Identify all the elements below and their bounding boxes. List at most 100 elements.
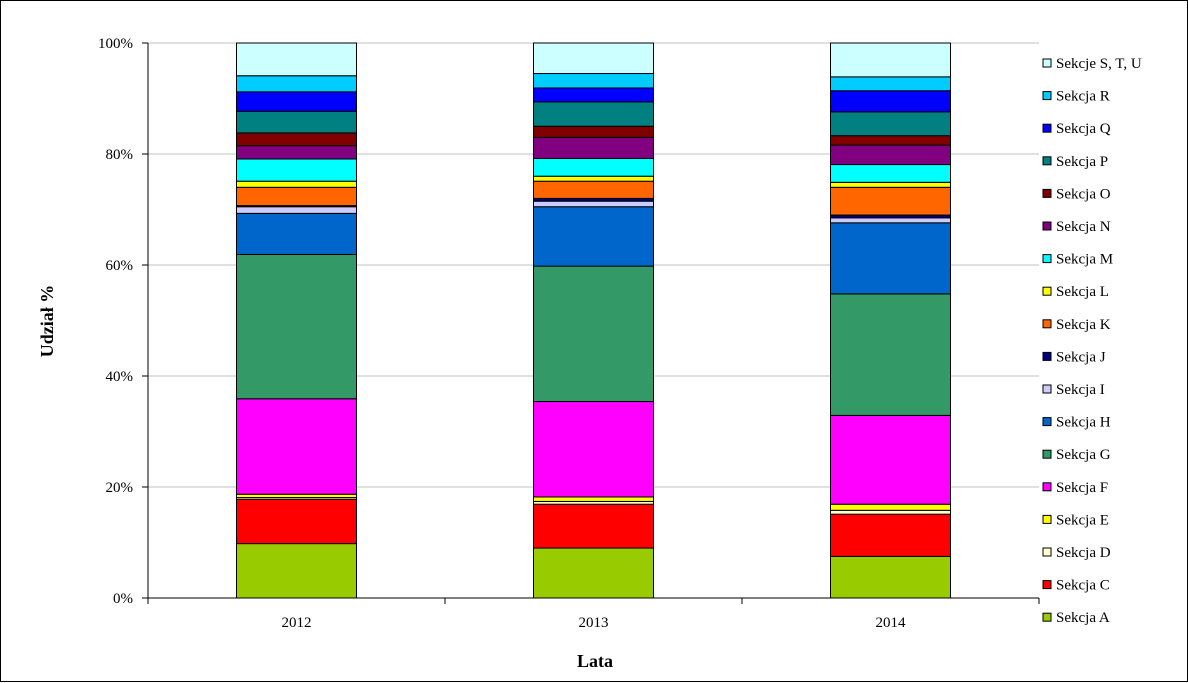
- legend-label: Sekcja R: [1056, 89, 1110, 105]
- legend-label: Sekcja J: [1056, 349, 1106, 365]
- legend-swatch: [1042, 384, 1052, 394]
- bar-segment: [236, 398, 357, 495]
- bar-segment: [830, 509, 951, 515]
- legend-label: Sekcja M: [1056, 252, 1113, 268]
- bar-segment: [533, 125, 654, 138]
- legend-label: Sekcja Q: [1056, 121, 1111, 137]
- bar-segment: [236, 186, 357, 207]
- legend-label: Sekcja G: [1056, 447, 1111, 463]
- bar-segment: [533, 101, 654, 127]
- bar-segment: [236, 212, 357, 255]
- bar-segment: [830, 164, 951, 183]
- legend-label: Sekcje S, T, U: [1056, 56, 1142, 72]
- bar-segment: [830, 293, 951, 416]
- bar-segment: [533, 401, 654, 498]
- legend-swatch: [1042, 58, 1052, 68]
- legend-label: Sekcja E: [1056, 512, 1109, 528]
- bar-segment: [830, 503, 951, 511]
- legend-swatch: [1042, 188, 1052, 198]
- legend-swatch: [1042, 91, 1052, 101]
- bar-segment: [830, 513, 951, 557]
- bar-segment: [830, 186, 951, 216]
- y-tick-label: 40%: [106, 369, 134, 385]
- legend-swatch: [1042, 319, 1052, 329]
- legend-label: Sekcja H: [1056, 415, 1111, 431]
- bar-segment: [830, 76, 951, 92]
- bar-segment: [533, 87, 654, 103]
- legend-label: Sekcja L: [1056, 284, 1109, 300]
- x-tick-label: 2012: [282, 615, 312, 631]
- bar-segment: [830, 90, 951, 113]
- bar-segment: [236, 145, 357, 160]
- x-tick-label: 2014: [876, 615, 907, 631]
- bar-segment: [830, 555, 951, 599]
- bar-segment: [236, 543, 357, 599]
- bar-segment: [533, 136, 654, 159]
- y-tick-label: 80%: [106, 147, 134, 163]
- legend-swatch: [1042, 514, 1052, 524]
- legend-label: Sekcja F: [1056, 480, 1108, 496]
- bar-segment: [830, 414, 951, 505]
- legend-swatch: [1042, 254, 1052, 264]
- bar-segment: [533, 180, 654, 199]
- x-tick-label: 2013: [579, 615, 609, 631]
- bar-segment: [533, 200, 654, 208]
- x-axis-title: Lata: [577, 651, 613, 671]
- bar-segment: [236, 206, 357, 214]
- bar-segment: [533, 206, 654, 267]
- bar-segment: [533, 496, 654, 502]
- legend-swatch: [1042, 449, 1052, 459]
- legend-label: Sekcja K: [1056, 317, 1111, 333]
- legend-swatch: [1042, 482, 1052, 492]
- bar-segment: [236, 132, 357, 147]
- legend-label: Sekcja P: [1056, 154, 1108, 170]
- bar-segment: [830, 135, 951, 146]
- y-tick-label: 0%: [113, 591, 133, 607]
- legend-swatch: [1042, 286, 1052, 296]
- bars: [236, 42, 951, 599]
- legend: Sekcje S, T, U Sekcja R Sekcja Q Sekcja P Se…: [1042, 56, 1142, 626]
- bar-segment: [236, 498, 357, 545]
- y-tick-label: 60%: [106, 258, 134, 274]
- bar-segment: [830, 181, 951, 188]
- bar-segment: [533, 42, 654, 75]
- y-tick-label: 100%: [98, 36, 133, 52]
- legend-swatch: [1042, 351, 1052, 361]
- bar-segment: [236, 110, 357, 134]
- bar-segment: [533, 157, 654, 177]
- legend-swatch: [1042, 547, 1052, 557]
- legend-label: Sekcja A: [1056, 610, 1110, 626]
- legend-label: Sekcja O: [1056, 186, 1111, 202]
- legend-label: Sekcja I: [1056, 382, 1105, 398]
- bar-segment: [236, 42, 357, 77]
- y-axis-title: Udział %: [37, 285, 57, 358]
- y-tick-label: 20%: [106, 480, 134, 496]
- legend-swatch: [1042, 417, 1052, 427]
- bar-segment: [236, 158, 357, 182]
- legend-label: Sekcja C: [1056, 578, 1110, 594]
- bar-segment: [533, 503, 654, 549]
- bar-segment: [830, 144, 951, 166]
- bar-segment: [830, 222, 951, 295]
- legend-swatch: [1042, 580, 1052, 590]
- bar-segment: [533, 547, 654, 599]
- bar-segment: [236, 180, 357, 188]
- bar-segment: [533, 175, 654, 182]
- bar-segment: [236, 91, 357, 112]
- axes: 0% 20% 40% 60% 80% 100% 2012 2013 2014: [98, 36, 1040, 631]
- bar-segment: [236, 75, 357, 93]
- legend-swatch: [1042, 221, 1052, 231]
- legend-swatch: [1042, 156, 1052, 166]
- bar-segment: [830, 217, 951, 224]
- legend-label: Sekcja N: [1056, 219, 1111, 235]
- legend-label: Sekcja D: [1056, 545, 1111, 561]
- bar-segment: [830, 111, 951, 137]
- bar-segment: [236, 253, 357, 400]
- legend-swatch: [1042, 123, 1052, 133]
- legend-swatch: [1042, 612, 1052, 622]
- bar-segment: [830, 42, 951, 78]
- bar-segment: [533, 73, 654, 89]
- bar-segment: [533, 265, 654, 403]
